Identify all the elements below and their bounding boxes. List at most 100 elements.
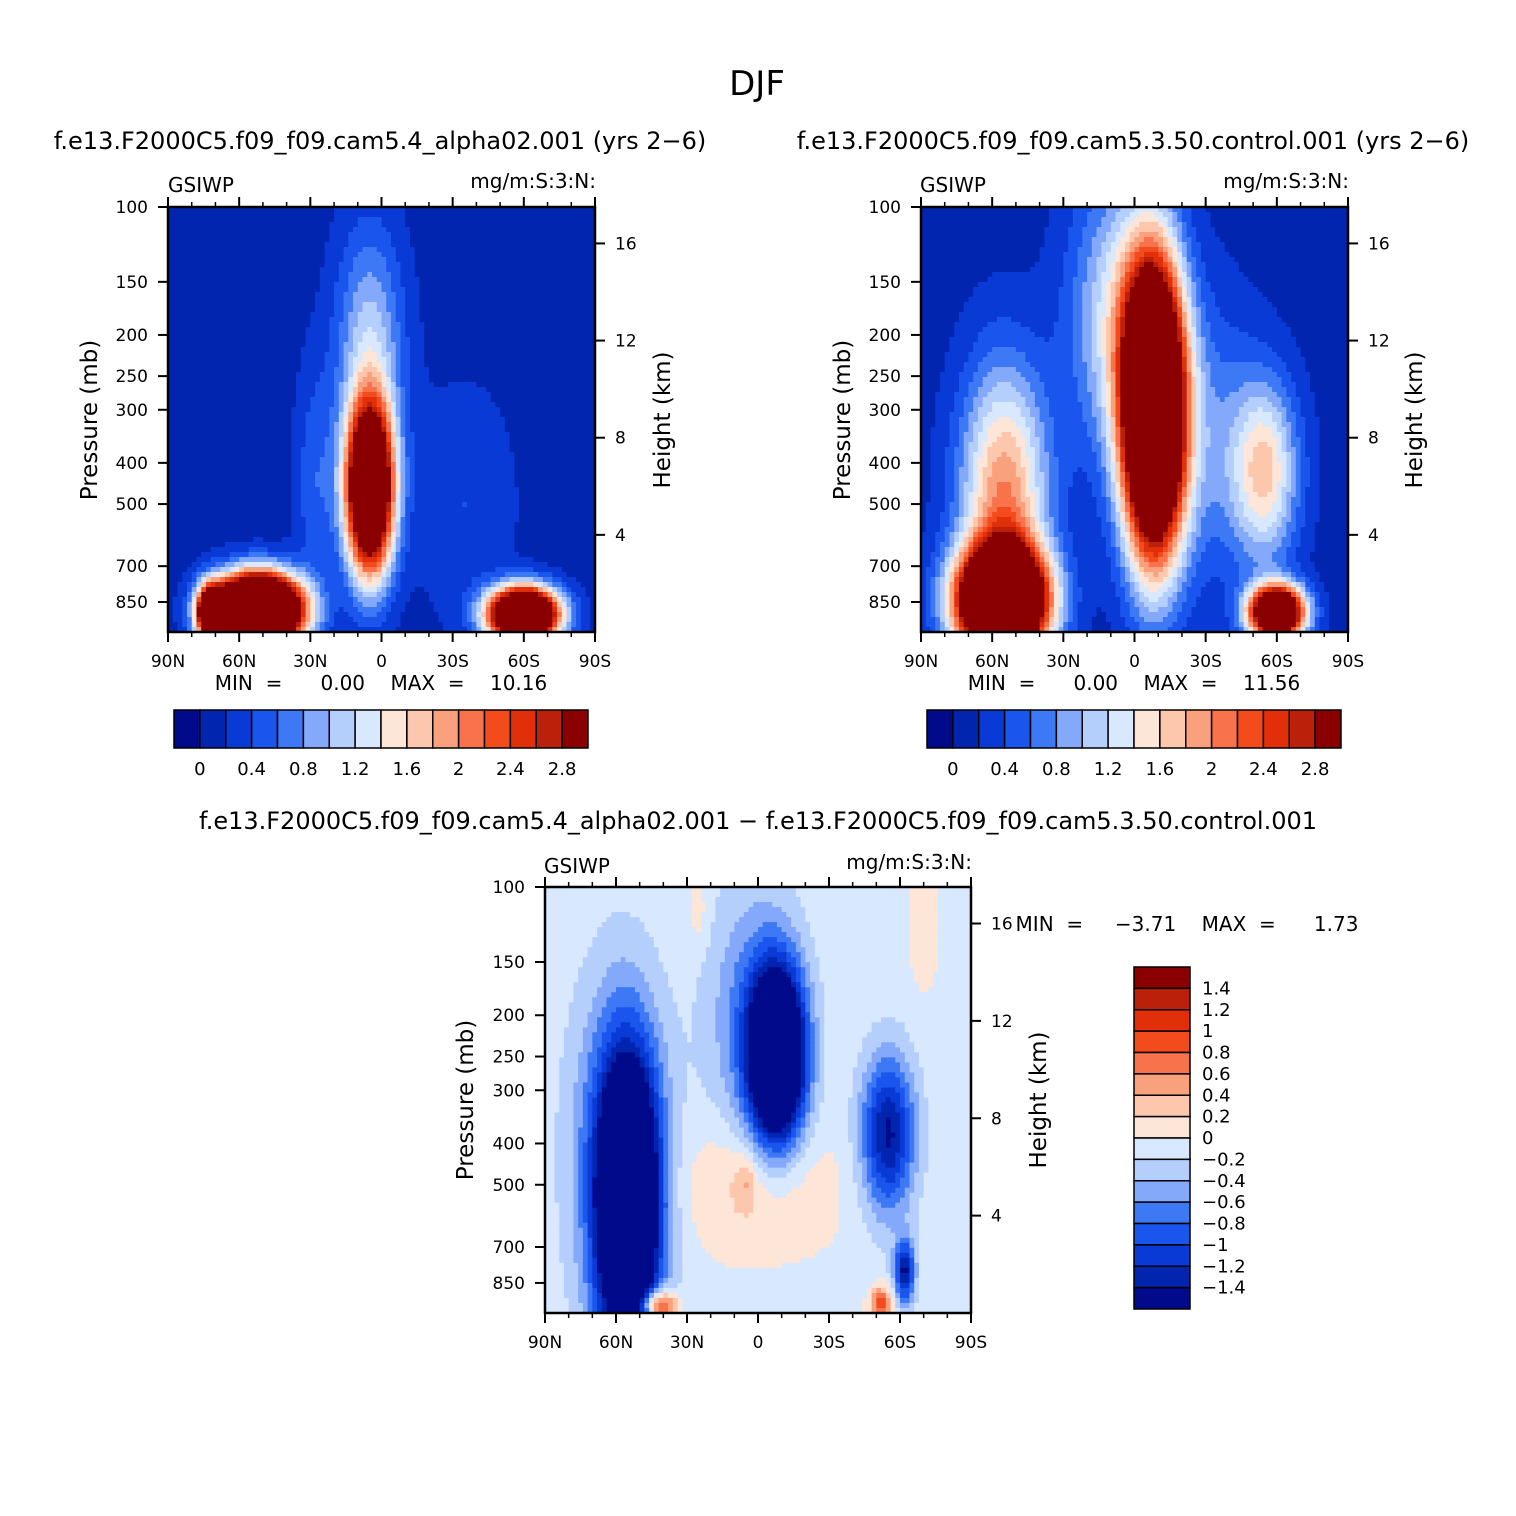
field-cell: [466, 377, 473, 383]
field-cell: [409, 237, 416, 243]
field-cell: [248, 332, 254, 338]
field-cell: [272, 447, 278, 453]
field-cell: [329, 472, 335, 478]
field-cell: [528, 222, 534, 228]
field-cell: [585, 352, 591, 358]
field-cell: [168, 227, 174, 233]
field-cell: [552, 462, 558, 468]
field-cell: [305, 222, 311, 228]
field-cell: [267, 277, 273, 283]
field-cell: [286, 267, 292, 273]
field-cell: [376, 352, 383, 358]
field-cell: [376, 422, 383, 428]
field-cell: [576, 262, 582, 268]
field-cell: [210, 427, 217, 433]
field-cell: [234, 292, 240, 298]
field-cell: [300, 392, 307, 398]
field-cell: [177, 382, 183, 388]
field-cell: [305, 372, 311, 378]
field-cell: [315, 447, 321, 453]
field-cell: [481, 322, 487, 328]
field-cell: [466, 262, 473, 268]
field-cell: [542, 387, 549, 393]
field-cell: [585, 312, 591, 318]
field-cell: [210, 442, 217, 448]
field-cell: [476, 332, 482, 338]
field-cell: [277, 392, 283, 398]
field-cell: [414, 422, 421, 428]
field-cell: [409, 342, 416, 348]
field-cell: [523, 332, 530, 338]
field-cell: [338, 257, 345, 263]
field-cell: [481, 312, 487, 318]
field-cell: [580, 412, 587, 418]
field-cell: [281, 407, 288, 413]
field-cell: [357, 337, 364, 343]
field-cell: [514, 427, 520, 433]
field-cell: [533, 237, 539, 243]
field-cell: [267, 477, 273, 483]
field-cell: [381, 267, 387, 273]
field-cell: [272, 217, 278, 223]
field-cell: [542, 227, 549, 233]
field-cell: [395, 322, 402, 328]
field-cell: [229, 337, 236, 343]
field-cell: [566, 217, 572, 223]
field-cell: [210, 392, 217, 398]
field-cell: [329, 272, 335, 278]
field-cell: [253, 382, 259, 388]
field-cell: [523, 457, 530, 463]
field-cell: [338, 367, 345, 373]
field-cell: [395, 292, 402, 298]
field-cell: [509, 357, 515, 363]
field-cell: [395, 382, 402, 388]
field-cell: [334, 262, 340, 268]
field-cell: [400, 227, 406, 233]
field-cell: [182, 207, 188, 213]
field-cell: [291, 317, 297, 323]
field-cell: [481, 207, 487, 213]
field-cell: [533, 337, 539, 343]
field-cell: [485, 307, 492, 313]
field-cell: [338, 342, 345, 348]
field-cell: [372, 212, 378, 218]
field-cell: [310, 327, 316, 333]
field-cell: [514, 302, 520, 308]
field-cell: [533, 372, 539, 378]
field-cell: [324, 397, 330, 403]
field-cell: [272, 332, 278, 338]
field-cell: [566, 352, 572, 358]
field-cell: [390, 297, 397, 303]
field-cell: [481, 337, 487, 343]
field-cell: [528, 377, 534, 383]
field-cell: [538, 372, 544, 378]
field-cell: [561, 317, 568, 323]
field-cell: [462, 362, 468, 368]
field-cell: [262, 282, 269, 288]
field-cell: [504, 357, 511, 363]
field-cell: [182, 302, 188, 308]
field-cell: [376, 372, 383, 378]
field-cell: [177, 442, 183, 448]
field-cell: [315, 307, 321, 313]
field-cell: [400, 452, 406, 458]
field-cell: [348, 332, 354, 338]
field-cell: [481, 297, 487, 303]
field-cell: [191, 337, 198, 343]
field-cell: [428, 317, 435, 323]
field-cell: [580, 277, 587, 283]
field-cell: [305, 297, 311, 303]
field-cell: [205, 447, 212, 453]
field-cell: [504, 342, 511, 348]
field-cell: [585, 337, 591, 343]
field-cell: [182, 317, 188, 323]
field-cell: [533, 472, 539, 478]
field-cell: [334, 357, 340, 363]
field-cell: [329, 477, 335, 483]
field-cell: [338, 422, 345, 428]
field-cell: [229, 457, 236, 463]
field-cell: [471, 212, 477, 218]
field-cell: [267, 267, 273, 273]
field-cell: [466, 447, 473, 453]
field-cell: [277, 367, 283, 373]
